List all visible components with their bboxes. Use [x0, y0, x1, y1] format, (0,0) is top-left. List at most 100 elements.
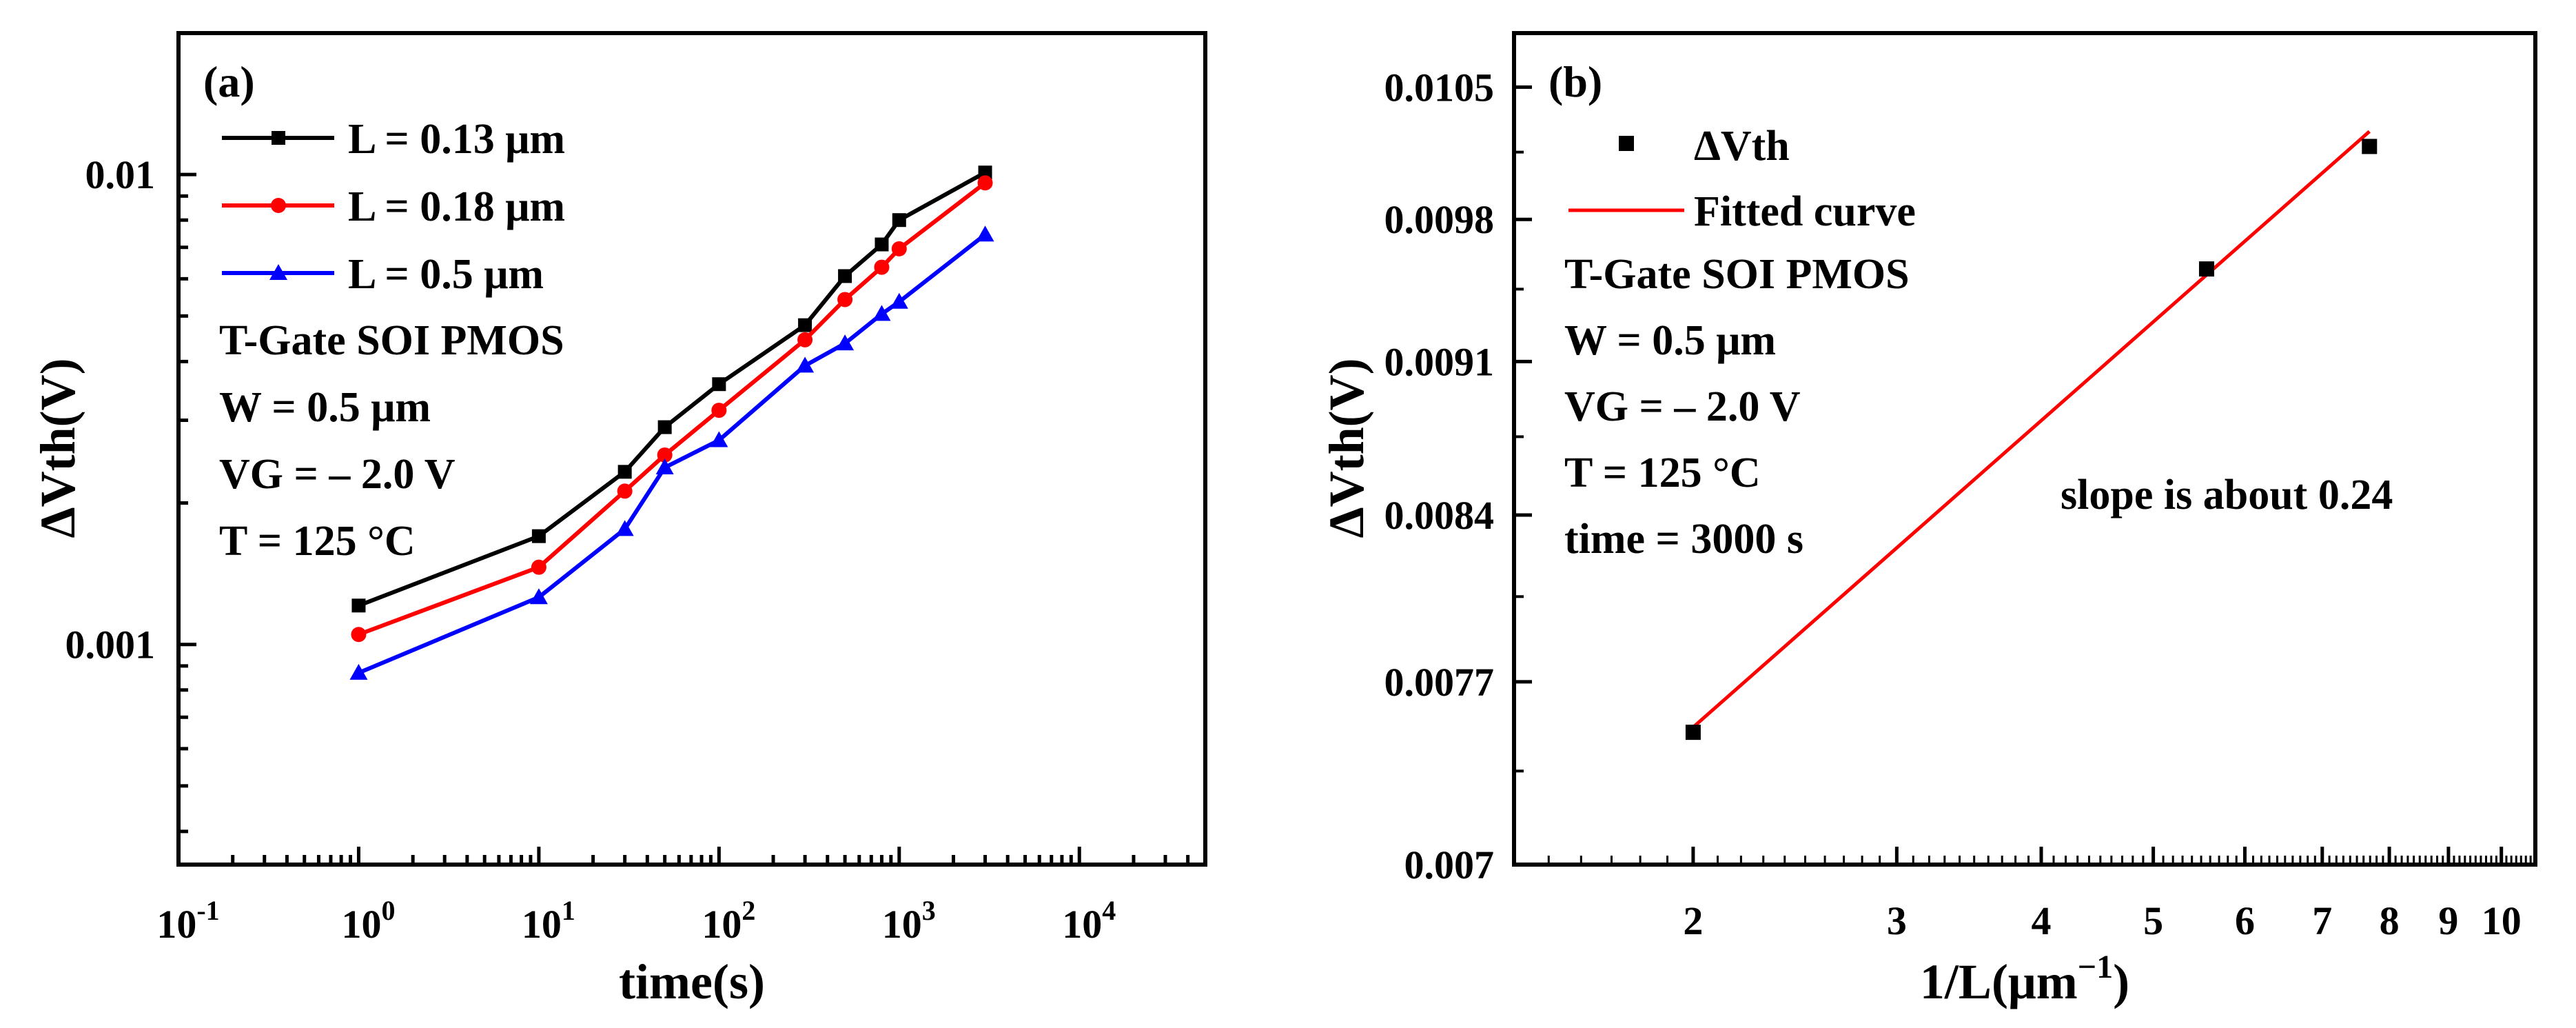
- series-2-point: [890, 292, 908, 309]
- annotation-text: W = 0.5 μm: [1564, 317, 1776, 364]
- series-2-point: [872, 305, 891, 321]
- panel-b-x-axis-title-sup: −1: [2078, 949, 2113, 985]
- panel-a-x-axis-title: time(s): [619, 954, 765, 1009]
- x-tick-label: 100: [341, 895, 395, 947]
- series-1-point: [891, 241, 907, 256]
- y-tick-label: 0.0077: [1384, 660, 1495, 705]
- panel-b-x-axis-title-main: 1/L(μm: [1920, 954, 2078, 1009]
- x-tick-label: 10-1: [156, 895, 219, 947]
- data-point: [2362, 139, 2378, 154]
- legend-label-points: ΔVth: [1694, 123, 1790, 170]
- series-0-point: [657, 420, 672, 434]
- annotation-text: time = 3000 s: [1564, 516, 1803, 563]
- legend-label-0: L = 0.13 μm: [348, 116, 565, 163]
- series-2-point: [349, 663, 368, 680]
- panel-a-y-axis-title: ΔVth(V): [30, 358, 85, 538]
- series-0-point: [798, 318, 812, 332]
- x-tick-label-exp: 4: [1102, 895, 1116, 926]
- panel-b: 2 3 4 5 6 7 8 9 10 0.007 0.0077 0.0084 0.0091 0.0098 0…: [1319, 31, 2537, 1009]
- series-1-point: [531, 559, 546, 575]
- panel-b-slope-text: slope is about 0.24: [2061, 472, 2393, 518]
- y-tick-label: 0.01: [85, 152, 156, 197]
- legend-label-2: L = 0.5 μm: [348, 251, 544, 298]
- series-1-point: [351, 627, 367, 643]
- panel-b-frame: [1512, 31, 2537, 867]
- x-tick-label: 10: [2482, 898, 2522, 943]
- series-2-point: [836, 334, 855, 351]
- y-tick-label: 0.0091: [1384, 339, 1495, 384]
- x-tick-label-exp: -1: [196, 895, 219, 926]
- panel-a-label: (a): [203, 57, 255, 106]
- x-tick-label-exp: 0: [381, 895, 395, 926]
- y-tick-label: 0.0105: [1384, 65, 1495, 110]
- panel-b-ticks: 2 3 4 5 6 7 8 9 10 0.007 0.0077 0.0084 0.0091 0.0098 0…: [1384, 65, 2532, 943]
- fitted-curve-line: [1692, 130, 2371, 729]
- x-tick-label: 2: [1683, 898, 1703, 943]
- x-tick-label: 3: [1887, 898, 1907, 943]
- series-1-point: [797, 332, 813, 347]
- x-tick-label: 101: [522, 895, 575, 947]
- legend-label-fit: Fitted curve: [1694, 188, 1916, 235]
- x-tick-label: 103: [882, 895, 936, 947]
- panel-a-annotations: T-Gate SOI PMOS W = 0.5 μm VG = – 2.0 V T =…: [219, 317, 564, 565]
- x-tick-label: 9: [2438, 898, 2458, 943]
- x-tick-label: 5: [2143, 898, 2163, 943]
- annotation-text: W = 0.5 μm: [219, 384, 431, 431]
- legend-label-1: L = 0.18 μm: [348, 183, 565, 230]
- series-2-point: [615, 520, 634, 536]
- annotation-text: T = 125 °C: [1564, 450, 1761, 496]
- y-tick-label: 0.001: [65, 623, 156, 667]
- series-0-point: [978, 165, 992, 180]
- annotation-text: T = 125 °C: [219, 518, 416, 565]
- panel-b-y-axis-title: ΔVth(V): [1319, 358, 1374, 538]
- legend-marker-points: [1619, 136, 1634, 151]
- x-tick-label-base: 10: [882, 902, 922, 947]
- annotation-text: VG = – 2.0 V: [1564, 383, 1801, 430]
- panel-b-x-axis-title-close: ): [2113, 954, 2129, 1009]
- series-2-point: [976, 225, 994, 242]
- x-tick-label: 104: [1062, 895, 1116, 947]
- series-2-point: [655, 458, 674, 475]
- series-2-point: [796, 356, 815, 373]
- x-tick-label: 6: [2235, 898, 2255, 943]
- annotation-text: T-Gate SOI PMOS: [219, 317, 564, 364]
- annotation-text: VG = – 2.0 V: [219, 451, 456, 498]
- x-tick-label-base: 10: [522, 902, 562, 947]
- panel-b-series: [1685, 130, 2378, 740]
- panel-b-legend: ΔVth Fitted curve: [1568, 123, 1916, 235]
- legend-marker-1: [271, 198, 286, 213]
- data-point: [1685, 725, 1701, 740]
- x-tick-label: 102: [702, 895, 755, 947]
- x-tick-label: 7: [2312, 898, 2332, 943]
- series-1-point: [874, 259, 890, 275]
- y-tick-label: 0.007: [1404, 843, 1495, 887]
- x-tick-label-base: 10: [1062, 902, 1102, 947]
- series-2-point: [710, 431, 728, 447]
- legend-marker-2: [269, 264, 287, 280]
- series-0-point: [875, 237, 889, 252]
- panel-a-legend: L = 0.13 μm L = 0.18 μm L = 0.5 μm: [222, 116, 565, 298]
- annotation-text: T-Gate SOI PMOS: [1564, 251, 1910, 298]
- x-tick-label-exp: 1: [562, 895, 575, 926]
- panel-b-annotations: T-Gate SOI PMOS W = 0.5 μm VG = – 2.0 V T =…: [1564, 251, 1910, 563]
- panel-a-series: [349, 165, 994, 680]
- x-tick-label-exp: 2: [742, 895, 755, 926]
- series-0-point: [892, 213, 906, 228]
- series-0-point: [531, 529, 546, 543]
- series-0-point: [712, 377, 726, 392]
- y-tick-label: 0.0084: [1384, 493, 1495, 538]
- x-tick-label-base: 10: [156, 902, 196, 947]
- series-line-1: [358, 181, 987, 637]
- panel-b-label: (b): [1548, 57, 1602, 106]
- y-tick-label: 0.0098: [1384, 197, 1495, 242]
- series-2-point: [529, 588, 548, 605]
- x-tick-label-base: 10: [341, 902, 381, 947]
- x-tick-label: 8: [2380, 898, 2400, 943]
- data-point: [2198, 261, 2214, 277]
- x-tick-label-exp: 3: [922, 895, 936, 926]
- x-tick-label: 4: [2032, 898, 2052, 943]
- series-1-point: [711, 403, 727, 419]
